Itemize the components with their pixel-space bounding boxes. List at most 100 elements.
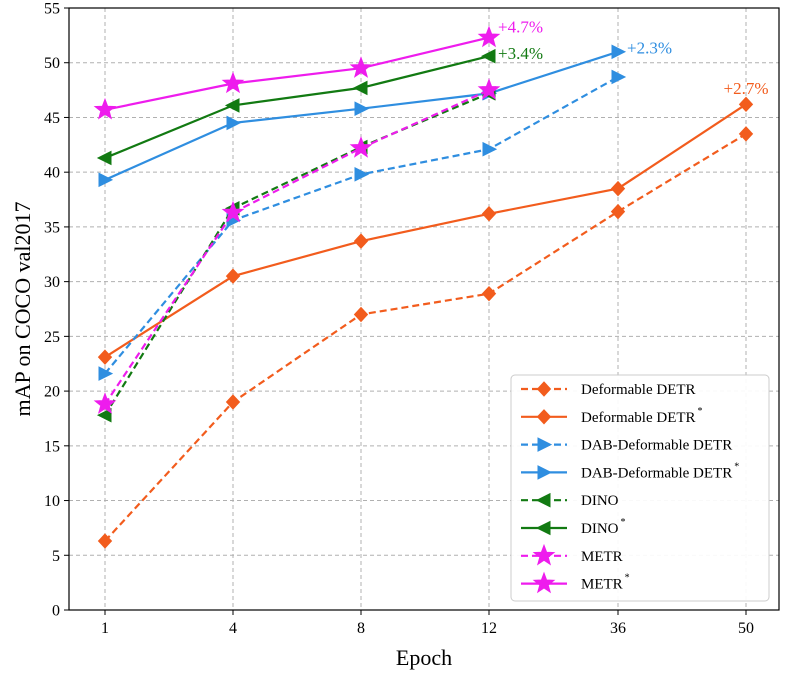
annotations: +4.7% +3.4% +2.3% +2.7%: [498, 18, 769, 98]
legend-marker: [532, 571, 556, 594]
legend-marker: [537, 465, 553, 480]
legend-label: DAB-Deformable DETR *: [581, 461, 739, 481]
legend-entry: METR: [521, 543, 623, 566]
data-point: [482, 141, 498, 157]
series-line: [104, 89, 490, 405]
y-tick-label: 20: [44, 384, 60, 401]
gain-annotation: +4.7%: [498, 18, 543, 37]
gain-annotation: +3.4%: [498, 44, 543, 63]
data-point: [610, 180, 626, 197]
legend-entry: Deformable DETR *: [521, 406, 703, 426]
data-point: [349, 56, 373, 78]
x-axis: 1 4 8 12 36 50: [101, 610, 754, 637]
y-tick-label: 45: [44, 110, 60, 127]
data-point: [611, 69, 627, 85]
legend-superscript: *: [734, 461, 739, 472]
gain-annotation: +2.7%: [724, 79, 769, 98]
series-2: [97, 96, 754, 365]
legend-entry: DAB-Deformable DETR *: [521, 461, 739, 481]
legend-entry: DINO: [521, 492, 619, 509]
data-point: [349, 136, 373, 158]
data-point: [93, 97, 117, 120]
legend-label: DAB-Deformable DETR: [581, 438, 732, 454]
legend-label: METR *: [581, 573, 630, 593]
legend-superscript: *: [621, 517, 626, 528]
legend-box: [510, 374, 770, 602]
y-tick-label: 50: [44, 55, 60, 72]
data-point: [477, 25, 501, 48]
legend-marker: [536, 381, 552, 397]
y-tick-label: 35: [44, 219, 60, 236]
y-tick-label: 40: [44, 165, 60, 182]
y-tick-label: 5: [52, 548, 60, 565]
x-tick-label: 1: [101, 620, 109, 637]
data-point: [98, 172, 114, 188]
legend-marker: [537, 437, 553, 452]
data-point: [225, 394, 241, 410]
data-point: [226, 115, 242, 131]
y-tick-label: 0: [52, 603, 60, 620]
data-point: [221, 71, 245, 94]
data-point: [738, 126, 754, 142]
legend-label: DINO: [581, 493, 619, 509]
legend-entry: DAB-Deformable DETR: [521, 437, 732, 454]
data-point: [738, 96, 754, 113]
y-axis-label: mAP on COCO val2017: [10, 202, 35, 417]
data-point: [97, 533, 113, 549]
data-point: [610, 203, 626, 220]
series-3: [98, 69, 627, 381]
series-line: [104, 92, 490, 416]
data-point: [611, 44, 627, 60]
series-layer: [93, 25, 754, 549]
data-point: [98, 366, 114, 381]
y-tick-label: 10: [44, 493, 60, 510]
series-7: [93, 78, 501, 414]
data-point: [354, 101, 370, 117]
data-point: [221, 200, 245, 223]
x-tick-label: 12: [481, 620, 497, 637]
y-tick-label: 30: [44, 274, 60, 291]
series-line: [104, 55, 490, 159]
series-1: [97, 126, 754, 549]
data-point: [96, 407, 112, 423]
series-line: [104, 103, 747, 359]
data-point: [93, 392, 117, 414]
data-point: [224, 98, 240, 113]
x-axis-label: Epoch: [396, 645, 452, 670]
legend-marker: [532, 543, 556, 566]
series-line: [104, 132, 747, 542]
data-point: [353, 233, 369, 249]
legend-superscript: *: [625, 573, 630, 584]
legend-superscript: *: [698, 406, 703, 417]
x-tick-label: 50: [738, 620, 754, 637]
legend-entry: Deformable DETR: [521, 381, 696, 398]
data-point: [477, 78, 501, 100]
data-point: [480, 48, 496, 64]
gain-annotation: +2.3%: [627, 38, 672, 57]
legend-label: Deformable DETR *: [581, 406, 703, 426]
data-point: [97, 349, 113, 365]
x-tick-label: 36: [610, 620, 626, 637]
x-tick-label: 8: [357, 620, 365, 637]
legend-marker: [536, 409, 552, 425]
y-tick-label: 15: [44, 438, 60, 455]
y-tick-label: 55: [44, 1, 60, 18]
series-8: [93, 25, 501, 120]
plot-area-frame: [68, 7, 780, 611]
x-tick-label: 4: [229, 620, 237, 637]
data-point: [354, 167, 370, 182]
legend-label: Deformable DETR: [581, 382, 696, 398]
legend-entry: METR *: [521, 571, 630, 594]
data-point: [353, 306, 369, 323]
data-point: [481, 285, 497, 302]
series-6: [96, 48, 496, 166]
series-line: [104, 36, 490, 111]
legend-marker: [535, 520, 551, 536]
data-point: [481, 206, 497, 222]
y-tick-label: 25: [44, 329, 60, 346]
y-axis: 0 5 10 15 20 25 30 35 40 45 50 55: [44, 1, 69, 620]
legend: Deformable DETR Deformable DETR * DAB-Defor…: [510, 374, 770, 602]
legend-marker: [535, 492, 551, 508]
legend-label: DINO *: [581, 517, 626, 537]
